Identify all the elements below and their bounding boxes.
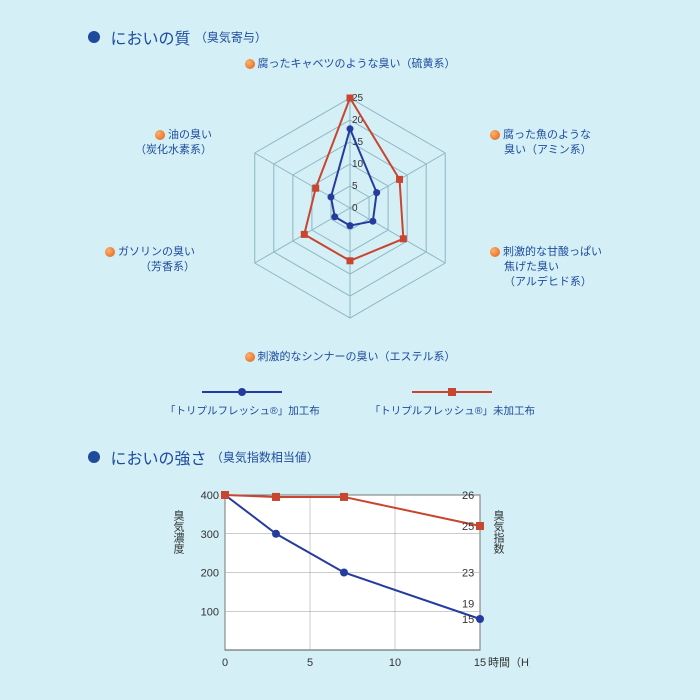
orange-dot-icon [155,130,165,140]
bullet-icon [88,451,100,463]
legend-item-unprocessed: 「トリプルフレッシュ®」未加工布 [370,385,535,418]
svg-text:25: 25 [462,521,474,533]
svg-text:26: 26 [462,490,474,502]
bullet-icon [88,31,100,43]
orange-dot-icon [490,130,500,140]
svg-text:時間（H）: 時間（H） [488,656,530,669]
svg-text:19: 19 [462,599,474,611]
svg-text:200: 200 [201,568,219,580]
y-right-label: 臭気指数 [490,510,506,554]
y-left-label: 臭気濃度 [170,510,186,554]
svg-text:0: 0 [222,657,228,669]
orange-dot-icon [105,247,115,257]
radar-chart: 0510152025 [210,58,490,338]
radar-axis-1-label: 腐った魚のような 臭い（アミン系） [490,128,592,158]
svg-text:10: 10 [389,657,401,669]
orange-dot-icon [245,352,255,362]
radar-axis-2-label: 刺激的な甘酸っぱい 焦げた臭い （アルデヒド系） [490,245,602,290]
radar-axis-0-label: 腐ったキャベツのような臭い（硫黄系） [180,57,520,72]
svg-text:23: 23 [462,568,474,580]
svg-text:15: 15 [474,657,486,669]
svg-text:0: 0 [352,203,358,214]
section2-subtitle: （臭気指数相当値） [211,451,319,465]
svg-text:400: 400 [201,490,219,502]
section2-title: においの強さ [110,451,206,468]
svg-text:10: 10 [352,159,364,170]
chart-legend: 「トリプルフレッシュ®」加工布 「トリプルフレッシュ®」未加工布 [0,380,700,418]
legend-item-processed: 「トリプルフレッシュ®」加工布 [165,385,320,418]
radar-axis-3-label: 刺激的なシンナーの臭い（エステル系） [180,350,520,365]
svg-text:5: 5 [352,181,358,192]
svg-text:5: 5 [307,657,313,669]
line-chart-container: 臭気濃度 臭気指数 100200300400051015時間（H）2625231… [170,480,530,690]
svg-text:100: 100 [201,606,219,618]
section1-subtitle: （臭気寄与） [195,31,267,45]
radar-axis-4-label: ガソリンの臭い （芳香系） [105,245,195,275]
svg-text:15: 15 [462,614,474,626]
section2-header: においの強さ （臭気指数相当値） [88,445,319,469]
radar-axis-5-label: 油の臭い （炭化水素系） [135,128,212,158]
section1-title: においの質 [110,31,190,48]
orange-dot-icon [245,59,255,69]
section1-header: においの質 （臭気寄与） [88,25,267,49]
orange-dot-icon [490,247,500,257]
svg-text:300: 300 [201,529,219,541]
